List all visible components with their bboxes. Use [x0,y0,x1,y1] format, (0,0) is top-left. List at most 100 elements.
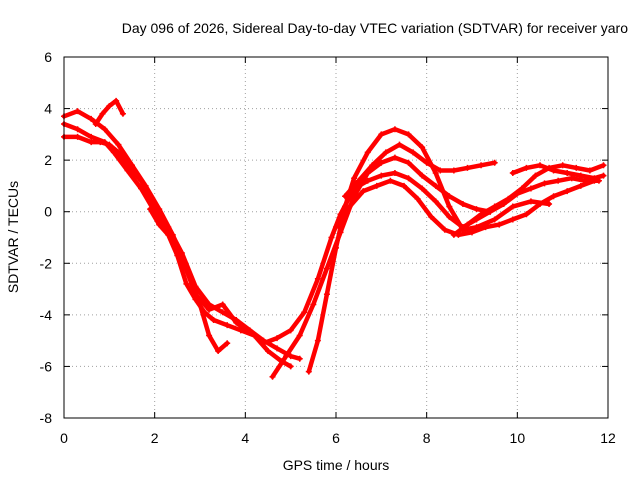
data-point-marker [432,170,439,177]
data-point-marker [206,306,213,313]
data-point-marker [568,175,575,182]
data-point-marker [296,332,303,339]
data-series [61,97,607,380]
y-tick-label: 4 [44,101,52,117]
data-point-marker [119,110,126,117]
series-line [61,134,302,361]
data-point-marker [446,203,453,210]
series-track-8 [305,126,553,375]
data-point-marker [405,175,412,182]
data-point-marker [523,164,530,171]
data-point-marker [405,131,412,138]
data-point-marker [491,216,498,223]
data-point-marker [260,340,267,347]
data-point-marker [478,211,485,218]
data-point-marker [147,206,154,213]
data-point-marker [269,373,276,380]
y-tick-label: -2 [40,255,53,271]
y-tick-label: 6 [44,49,52,65]
data-point-marker [101,126,108,133]
data-point-marker [323,291,330,298]
data-point-marker [115,141,122,148]
data-point-marker [364,177,371,184]
data-point-marker [287,327,294,334]
data-point-marker [342,193,349,200]
data-point-marker [206,301,213,308]
data-point-marker [74,126,81,133]
data-point-marker [532,172,539,179]
data-point-marker [287,363,294,370]
data-point-marker [360,188,367,195]
data-point-marker [165,231,172,238]
data-point-marker [414,195,421,202]
series-track-2 [61,121,253,336]
data-point-marker [237,327,244,334]
x-tick-label: 6 [332,430,340,446]
data-point-marker [564,188,571,195]
data-point-marker [391,170,398,177]
data-point-marker [523,211,530,218]
data-point-marker [165,224,172,231]
series-track-9 [333,177,598,238]
series-line [333,178,597,238]
data-point-marker [555,177,562,184]
data-point-marker [97,139,104,146]
data-point-marker [106,141,113,148]
data-point-marker [478,162,485,169]
data-point-marker [74,108,81,115]
data-point-marker [428,213,435,220]
data-point-marker [364,149,371,156]
x-tick-label: 2 [151,430,159,446]
data-point-marker [464,221,471,228]
data-point-marker [577,172,584,179]
data-point-marker [518,185,525,192]
data-point-marker [219,309,226,316]
data-point-marker [215,347,222,354]
data-point-marker [401,182,407,189]
data-point-marker [138,177,145,184]
data-point-marker [550,167,557,174]
data-point-marker [113,97,120,104]
x-tick-label: 0 [60,430,68,446]
data-point-marker [274,335,281,342]
tick-labels: 0 2 4 6 8 10 12 -8 -6 -4 -2 0 2 4 6 [40,49,616,446]
grid-lines [64,57,608,418]
data-point-marker [106,102,113,109]
data-point-marker [437,167,444,174]
data-point-marker [391,154,398,161]
data-point-marker [192,296,199,303]
data-point-marker [450,231,457,238]
data-point-marker [527,185,534,192]
x-tick-label: 4 [241,430,249,446]
data-point-marker [219,301,226,308]
data-point-marker [559,162,566,169]
data-point-marker [509,170,516,177]
data-point-marker [92,121,99,128]
data-point-marker [74,133,81,140]
data-point-marker [419,144,426,151]
data-point-marker [351,175,358,182]
data-point-marker [124,162,131,169]
series-track-1 [61,108,231,354]
data-point-marker [491,203,498,210]
data-point-marker [577,182,584,189]
plot-border [63,56,609,419]
data-point-marker [151,200,158,207]
data-point-marker [491,159,498,166]
data-point-marker [391,126,398,133]
data-point-marker [600,162,607,169]
data-point-marker [405,159,412,166]
data-point-marker [174,252,181,259]
y-tick-label: 0 [44,204,52,220]
data-point-marker [446,213,453,220]
x-axis-label: GPS time / hours [283,457,390,473]
data-point-marker [382,149,389,156]
y-tick-label: 2 [44,152,52,168]
data-point-marker [369,162,376,169]
data-point-marker [296,355,303,362]
data-point-marker [600,172,607,179]
data-point-marker [183,280,190,287]
series-track-12 [509,162,607,182]
data-point-marker [156,221,163,228]
data-point-marker [564,170,571,177]
